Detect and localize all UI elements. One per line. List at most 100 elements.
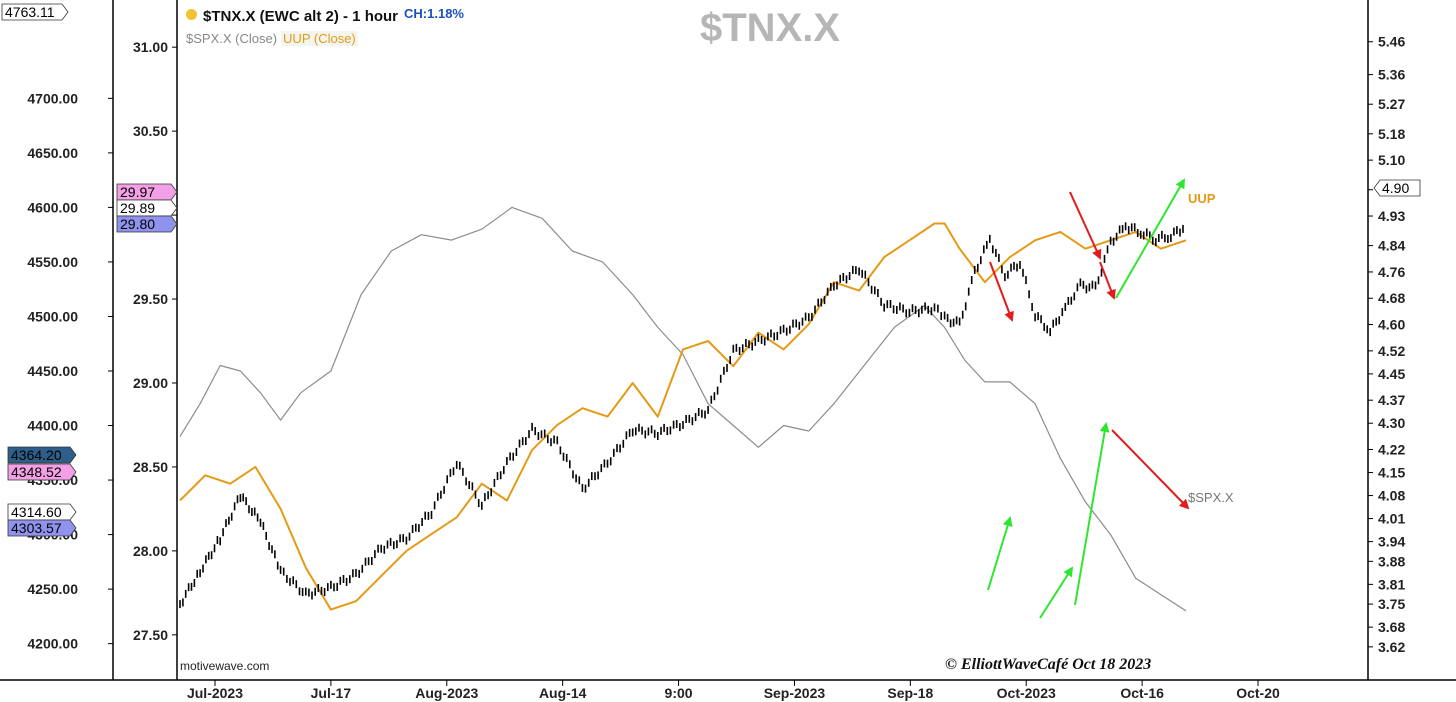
x-tick-label: Aug-14 — [539, 685, 587, 701]
x-tick-label: Aug-2023 — [415, 685, 478, 701]
tnx-tick-label: 4.93 — [1378, 208, 1405, 224]
label-uup-a: 29.97 — [116, 183, 178, 201]
label-spx-a-text: 4364.20 — [11, 447, 62, 463]
tnx-tick-label: 4.84 — [1378, 238, 1405, 254]
label-uup-b-shape — [116, 199, 178, 217]
tnx-tick-label: 3.81 — [1378, 576, 1405, 592]
tnx-tick-label: 5.10 — [1378, 152, 1405, 168]
label-uup-b: 29.89 — [116, 199, 178, 217]
label-uup-a-shape — [116, 183, 178, 201]
x-tick-label: Sep-18 — [887, 685, 933, 701]
x-tick-label: Jul-2023 — [187, 685, 243, 701]
label-tnx-last: 4.90 — [1373, 179, 1421, 197]
title-line: $TNX.X (EWC alt 2) - 1 hour CH:1.18% — [186, 6, 464, 25]
up-arrow — [987, 516, 1013, 591]
label-uup-b-text: 29.89 — [120, 200, 155, 216]
tnx-tick-label: 5.27 — [1378, 96, 1405, 112]
x-tick-label: Jul-17 — [311, 685, 352, 701]
label-spx-top-shape — [1, 3, 69, 21]
label-spx-a: 4364.20 — [7, 446, 77, 464]
tnx-tick-label: 4.76 — [1378, 264, 1405, 280]
uup-tick-label: 29.50 — [133, 291, 168, 307]
label-spx-c-shape — [7, 503, 77, 521]
spx-tick-label: 4450.00 — [27, 363, 78, 379]
label-spx-d-text: 4303.57 — [11, 520, 62, 536]
overlay-uup-label[interactable]: UUP (Close) — [281, 31, 358, 46]
series-spx — [179, 206, 1187, 612]
series-uup — [179, 222, 1187, 611]
spx-tick-label: 4600.00 — [27, 199, 78, 215]
spx-tick-label: 4200.00 — [27, 636, 78, 652]
uup-tick-label: 28.50 — [133, 459, 168, 475]
spx-tick-label: 4550.00 — [27, 254, 78, 270]
up-arrow — [1074, 422, 1110, 606]
tnx-tick-label: 5.36 — [1378, 67, 1405, 83]
x-tick-label: 9:00 — [665, 685, 693, 701]
x-axis-ticks: Jul-2023 Jul-17 Aug-2023 Aug-14 9:00 Sep-2023… — [187, 680, 1280, 701]
series-layer — [179, 206, 1187, 612]
tnx-tick-label: 4.60 — [1378, 317, 1405, 333]
tnx-tick-label: 3.62 — [1378, 639, 1405, 655]
x-tick-label: Sep-2023 — [764, 685, 826, 701]
credit-text: motivewave.com — [180, 659, 270, 673]
label-spx-c: 4314.60 — [7, 503, 77, 521]
spx-tick-label: 4400.00 — [27, 418, 78, 434]
down-arrow — [1069, 191, 1102, 260]
tnx-tick-label: 3.94 — [1378, 534, 1405, 550]
x-tick-label: Oct-20 — [1236, 685, 1280, 701]
tnx-tick-label: 4.52 — [1378, 343, 1405, 359]
spx-tick-label: 4500.00 — [27, 308, 78, 324]
up-arrow — [1115, 178, 1185, 299]
label-tnx-last-text: 4.90 — [1382, 180, 1409, 196]
uup-tick-label: 28.00 — [133, 543, 168, 559]
uup-tick-label: 30.50 — [133, 123, 168, 139]
spx-tick-label: 4650.00 — [27, 145, 78, 161]
label-spx-top-text: 4763.11 — [5, 4, 55, 20]
arrow-annotations — [987, 178, 1190, 619]
label-uup-c: 29.80 — [116, 215, 178, 233]
overlay-legend: $SPX.X (Close) UUP (Close) — [186, 31, 464, 46]
label-spx-top: 4763.11 — [1, 3, 69, 21]
series-label-spx: $SPX.X — [1188, 490, 1234, 505]
tnx-tick-label: 3.75 — [1378, 596, 1405, 612]
label-spx-a-shape — [7, 446, 77, 464]
label-spx-d: 4303.57 — [7, 519, 77, 537]
tnx-tick-label: 5.18 — [1378, 126, 1405, 142]
tnx-tick-label: 4.37 — [1378, 392, 1405, 408]
spx-tick-label: 4250.00 — [27, 581, 78, 597]
signature-text: © ElliottWaveCafé Oct 18 2023 — [945, 656, 1152, 673]
symbol-dot-icon — [186, 9, 197, 20]
tnx-tick-label: 4.08 — [1378, 488, 1405, 504]
uup-tick-label: 29.00 — [133, 375, 168, 391]
label-spx-b-text: 4348.52 — [11, 464, 62, 480]
spx-tick-label: 4700.00 — [27, 90, 78, 106]
label-uup-c-shape — [116, 215, 178, 233]
x-tick-label: Oct-16 — [1120, 685, 1164, 701]
label-spx-d-shape — [7, 519, 77, 537]
series-label-uup: UUP — [1188, 191, 1216, 206]
tnx-tick-label: 4.68 — [1378, 290, 1405, 306]
tnx-tick-label: 3.88 — [1378, 553, 1405, 569]
label-spx-b: 4348.52 — [7, 463, 77, 481]
label-tnx-last-shape — [1373, 179, 1421, 197]
label-spx-b-shape — [7, 463, 77, 481]
series-tnx — [179, 222, 1184, 609]
tnx-tick-label: 5.46 — [1378, 34, 1405, 50]
tnx-tick-label: 4.15 — [1378, 465, 1405, 481]
tnx-tick-label: 4.45 — [1378, 366, 1405, 382]
tnx-tick-label: 4.30 — [1378, 415, 1405, 431]
down-arrow — [1111, 429, 1190, 510]
chart-title: $TNX.X (EWC alt 2) - 1 hour — [203, 8, 399, 25]
tnx-tick-label: 4.01 — [1378, 511, 1405, 527]
down-arrow — [989, 261, 1014, 322]
x-tick-label: Oct-2023 — [997, 685, 1056, 701]
down-arrow — [1099, 261, 1116, 300]
overlay-spx-label[interactable]: $SPX.X (Close) — [186, 31, 278, 46]
tnx-tick-label: 3.68 — [1378, 619, 1405, 635]
label-uup-a-text: 29.97 — [120, 184, 155, 200]
chart-header: $TNX.X (EWC alt 2) - 1 hour CH:1.18% $SPX… — [186, 6, 464, 46]
uup-tick-label: 31.00 — [133, 39, 168, 55]
